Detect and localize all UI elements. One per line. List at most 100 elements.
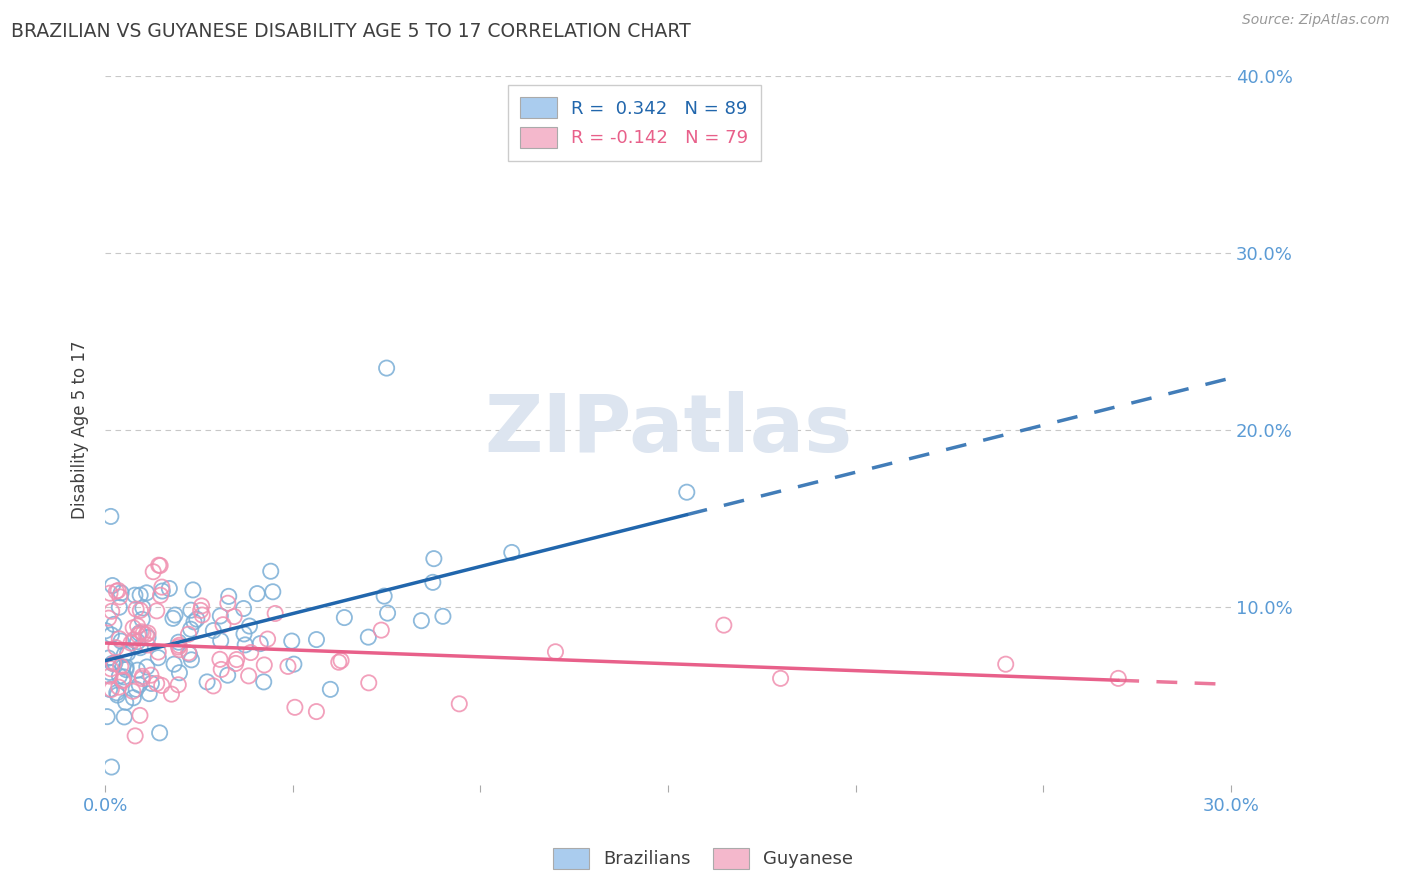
Point <box>167 678 190 692</box>
Point <box>160 687 183 701</box>
Point <box>169 665 191 680</box>
Point <box>112 670 135 684</box>
Point <box>218 590 240 604</box>
Point <box>98 665 121 680</box>
Point <box>129 708 152 723</box>
Point <box>422 575 444 590</box>
Point <box>98 669 121 683</box>
Point <box>131 612 153 626</box>
Point <box>150 580 173 594</box>
Point <box>209 633 232 648</box>
Point <box>149 588 172 602</box>
Point <box>127 634 149 648</box>
Point <box>375 361 398 376</box>
Point <box>264 607 287 621</box>
Y-axis label: Disability Age 5 to 17: Disability Age 5 to 17 <box>72 341 89 519</box>
Point <box>208 652 231 666</box>
Point <box>179 647 201 661</box>
Point <box>108 669 131 683</box>
Point <box>202 624 225 638</box>
Point <box>149 558 172 573</box>
Point <box>190 599 212 613</box>
Point <box>98 682 121 697</box>
Point <box>277 659 299 673</box>
Point <box>177 646 200 660</box>
Point <box>131 672 153 686</box>
Point <box>357 675 380 690</box>
Point <box>253 674 276 689</box>
Point <box>110 586 132 600</box>
Point <box>128 626 150 640</box>
Text: BRAZILIAN VS GUYANESE DISABILITY AGE 5 TO 17 CORRELATION CHART: BRAZILIAN VS GUYANESE DISABILITY AGE 5 T… <box>11 22 690 41</box>
Point <box>232 601 254 615</box>
Point <box>101 578 124 592</box>
Point <box>253 657 276 672</box>
Point <box>284 700 307 714</box>
Point <box>112 710 135 724</box>
Point <box>209 662 232 676</box>
Point <box>411 614 433 628</box>
Point <box>423 551 446 566</box>
Point <box>101 657 124 671</box>
Point <box>103 617 125 632</box>
Point <box>100 682 122 697</box>
Point <box>280 634 302 648</box>
Point <box>148 558 170 573</box>
Point <box>136 638 159 652</box>
Point <box>195 674 218 689</box>
Point <box>125 682 148 697</box>
Point <box>141 676 163 690</box>
Point <box>127 663 149 677</box>
Point <box>209 609 232 624</box>
Point <box>108 600 131 615</box>
Point <box>112 673 135 687</box>
Point <box>129 603 152 617</box>
Point <box>112 648 135 662</box>
Point <box>135 627 157 641</box>
Point <box>129 640 152 655</box>
Point <box>132 626 155 640</box>
Point <box>157 582 180 596</box>
Point <box>104 656 127 670</box>
Point <box>129 588 152 602</box>
Point <box>373 589 395 603</box>
Point <box>180 603 202 617</box>
Point <box>136 626 159 640</box>
Point <box>122 690 145 705</box>
Point <box>108 632 131 646</box>
Point <box>124 729 146 743</box>
Point <box>114 695 136 709</box>
Point <box>107 688 129 702</box>
Point <box>328 655 350 669</box>
Point <box>357 630 380 644</box>
Point <box>149 726 172 740</box>
Point <box>262 584 284 599</box>
Point <box>124 588 146 602</box>
Point <box>98 586 121 600</box>
Point <box>202 679 225 693</box>
Point <box>138 687 160 701</box>
Point <box>117 646 139 660</box>
Point <box>111 660 134 674</box>
Point <box>150 678 173 692</box>
Point <box>103 657 125 671</box>
Point <box>330 654 353 668</box>
Point <box>1107 672 1129 686</box>
Point <box>150 584 173 599</box>
Point <box>238 619 260 633</box>
Point <box>167 640 190 654</box>
Point <box>217 596 239 610</box>
Point <box>183 615 205 629</box>
Point <box>217 668 239 682</box>
Point <box>190 603 212 617</box>
Point <box>100 628 122 642</box>
Point <box>246 586 269 600</box>
Point <box>104 640 127 655</box>
Point <box>94 624 117 638</box>
Point <box>186 612 208 626</box>
Point <box>212 617 235 632</box>
Point <box>139 668 162 682</box>
Point <box>233 638 256 652</box>
Point <box>136 631 159 645</box>
Point <box>377 606 399 620</box>
